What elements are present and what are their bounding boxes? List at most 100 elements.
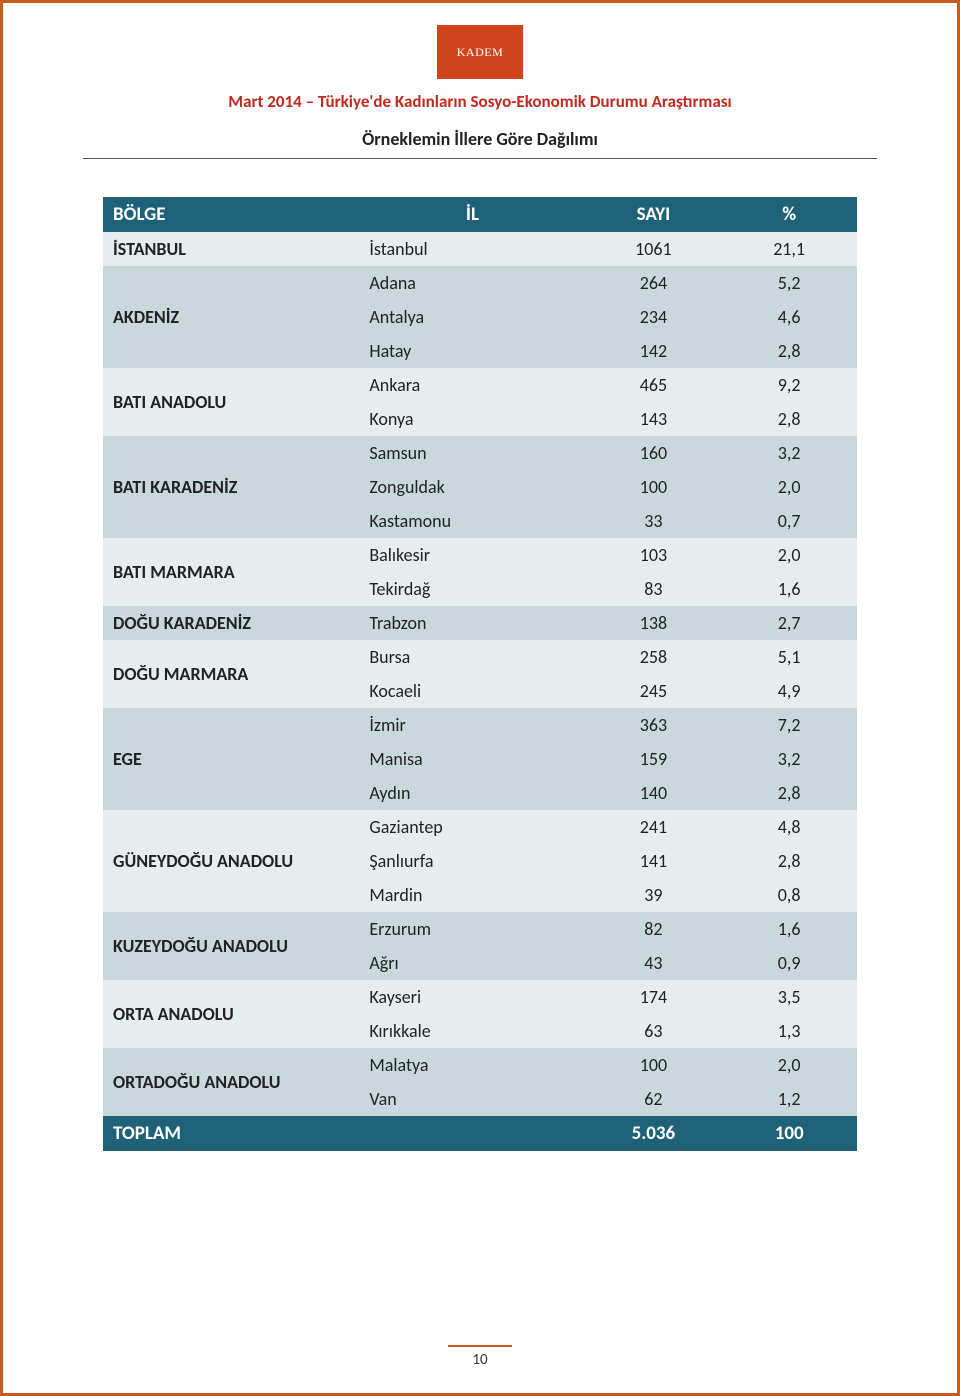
- header-count: SAYI: [586, 197, 722, 232]
- count-cell: 62: [586, 1082, 722, 1116]
- table-row: EGEİzmir3637,2: [103, 708, 857, 742]
- logo-text: KADEM: [457, 45, 504, 60]
- count-cell: 234: [586, 300, 722, 334]
- pct-cell: 4,8: [721, 810, 857, 844]
- il-cell: Samsun: [359, 436, 585, 470]
- il-cell: Balıkesir: [359, 538, 585, 572]
- header-il: İL: [359, 197, 585, 232]
- count-cell: 33: [586, 504, 722, 538]
- count-cell: 142: [586, 334, 722, 368]
- table-row: AKDENİZAdana2645,2: [103, 266, 857, 300]
- count-cell: 100: [586, 470, 722, 504]
- count-cell: 82: [586, 912, 722, 946]
- count-cell: 264: [586, 266, 722, 300]
- count-cell: 174: [586, 980, 722, 1014]
- count-cell: 43: [586, 946, 722, 980]
- count-cell: 140: [586, 776, 722, 810]
- il-cell: Gaziantep: [359, 810, 585, 844]
- header-region: BÖLGE: [103, 197, 359, 232]
- pct-cell: 21,1: [721, 232, 857, 266]
- il-cell: Zonguldak: [359, 470, 585, 504]
- pct-cell: 2,0: [721, 1048, 857, 1082]
- pct-cell: 2,8: [721, 776, 857, 810]
- table-wrap: BÖLGEİLSAYI%İSTANBULİstanbul106121,1AKDE…: [103, 197, 857, 1151]
- count-cell: 159: [586, 742, 722, 776]
- count-cell: 363: [586, 708, 722, 742]
- region-cell: BATI ANADOLU: [103, 368, 359, 436]
- table-row: GÜNEYDOĞU ANADOLUGaziantep2414,8: [103, 810, 857, 844]
- pct-cell: 5,2: [721, 266, 857, 300]
- kadem-logo: KADEM: [437, 25, 523, 79]
- count-cell: 83: [586, 572, 722, 606]
- region-cell: İSTANBUL: [103, 232, 359, 266]
- il-cell: Tekirdağ: [359, 572, 585, 606]
- footer-count: 5.036: [586, 1116, 722, 1151]
- pct-cell: 1,3: [721, 1014, 857, 1048]
- pct-cell: 4,6: [721, 300, 857, 334]
- pct-cell: 3,5: [721, 980, 857, 1014]
- table-row: BATI ANADOLUAnkara4659,2: [103, 368, 857, 402]
- pct-cell: 2,0: [721, 538, 857, 572]
- il-cell: Ankara: [359, 368, 585, 402]
- page-number: 10: [448, 1345, 511, 1369]
- count-cell: 245: [586, 674, 722, 708]
- il-cell: Şanlıurfa: [359, 844, 585, 878]
- il-cell: Adana: [359, 266, 585, 300]
- pct-cell: 2,8: [721, 334, 857, 368]
- region-cell: BATI KARADENİZ: [103, 436, 359, 538]
- pct-cell: 7,2: [721, 708, 857, 742]
- count-cell: 103: [586, 538, 722, 572]
- region-cell: ORTADOĞU ANADOLU: [103, 1048, 359, 1116]
- region-cell: GÜNEYDOĞU ANADOLU: [103, 810, 359, 912]
- pct-cell: 1,2: [721, 1082, 857, 1116]
- pct-cell: 2,7: [721, 606, 857, 640]
- il-cell: İzmir: [359, 708, 585, 742]
- pct-cell: 0,7: [721, 504, 857, 538]
- count-cell: 241: [586, 810, 722, 844]
- il-cell: Ağrı: [359, 946, 585, 980]
- table-row: KUZEYDOĞU ANADOLUErzurum821,6: [103, 912, 857, 946]
- il-cell: Mardin: [359, 878, 585, 912]
- table-row: DOĞU KARADENİZTrabzon1382,7: [103, 606, 857, 640]
- section-title: Örneklemin İllere Göre Dağılımı: [83, 118, 877, 159]
- il-cell: İstanbul: [359, 232, 585, 266]
- table-row: İSTANBULİstanbul106121,1: [103, 232, 857, 266]
- il-cell: Aydın: [359, 776, 585, 810]
- region-cell: AKDENİZ: [103, 266, 359, 368]
- pct-cell: 1,6: [721, 912, 857, 946]
- region-cell: EGE: [103, 708, 359, 810]
- il-cell: Kastamonu: [359, 504, 585, 538]
- count-cell: 160: [586, 436, 722, 470]
- count-cell: 258: [586, 640, 722, 674]
- pct-cell: 5,1: [721, 640, 857, 674]
- footer-label: TOPLAM: [103, 1116, 586, 1151]
- il-cell: Antalya: [359, 300, 585, 334]
- table-row: BATI MARMARABalıkesir1032,0: [103, 538, 857, 572]
- pct-cell: 2,8: [721, 402, 857, 436]
- count-cell: 39: [586, 878, 722, 912]
- header-block: Mart 2014 – Türkiye'de Kadınların Sosyo-…: [83, 85, 877, 159]
- il-cell: Erzurum: [359, 912, 585, 946]
- document-title: Mart 2014 – Türkiye'de Kadınların Sosyo-…: [83, 85, 877, 118]
- table-row: DOĞU MARMARABursa2585,1: [103, 640, 857, 674]
- il-cell: Hatay: [359, 334, 585, 368]
- table-header-row: BÖLGEİLSAYI%: [103, 197, 857, 232]
- il-cell: Van: [359, 1082, 585, 1116]
- il-cell: Trabzon: [359, 606, 585, 640]
- il-cell: Kayseri: [359, 980, 585, 1014]
- pct-cell: 4,9: [721, 674, 857, 708]
- il-cell: Bursa: [359, 640, 585, 674]
- count-cell: 138: [586, 606, 722, 640]
- page: KADEM Mart 2014 – Türkiye'de Kadınların …: [0, 0, 960, 1396]
- logo-wrap: KADEM: [3, 25, 957, 79]
- region-cell: BATI MARMARA: [103, 538, 359, 606]
- table-row: ORTADOĞU ANADOLUMalatya1002,0: [103, 1048, 857, 1082]
- il-cell: Konya: [359, 402, 585, 436]
- table-footer-row: TOPLAM5.036100: [103, 1116, 857, 1151]
- header-pct: %: [721, 197, 857, 232]
- pct-cell: 9,2: [721, 368, 857, 402]
- footer-pct: 100: [721, 1116, 857, 1151]
- pct-cell: 0,9: [721, 946, 857, 980]
- il-cell: Kocaeli: [359, 674, 585, 708]
- count-cell: 465: [586, 368, 722, 402]
